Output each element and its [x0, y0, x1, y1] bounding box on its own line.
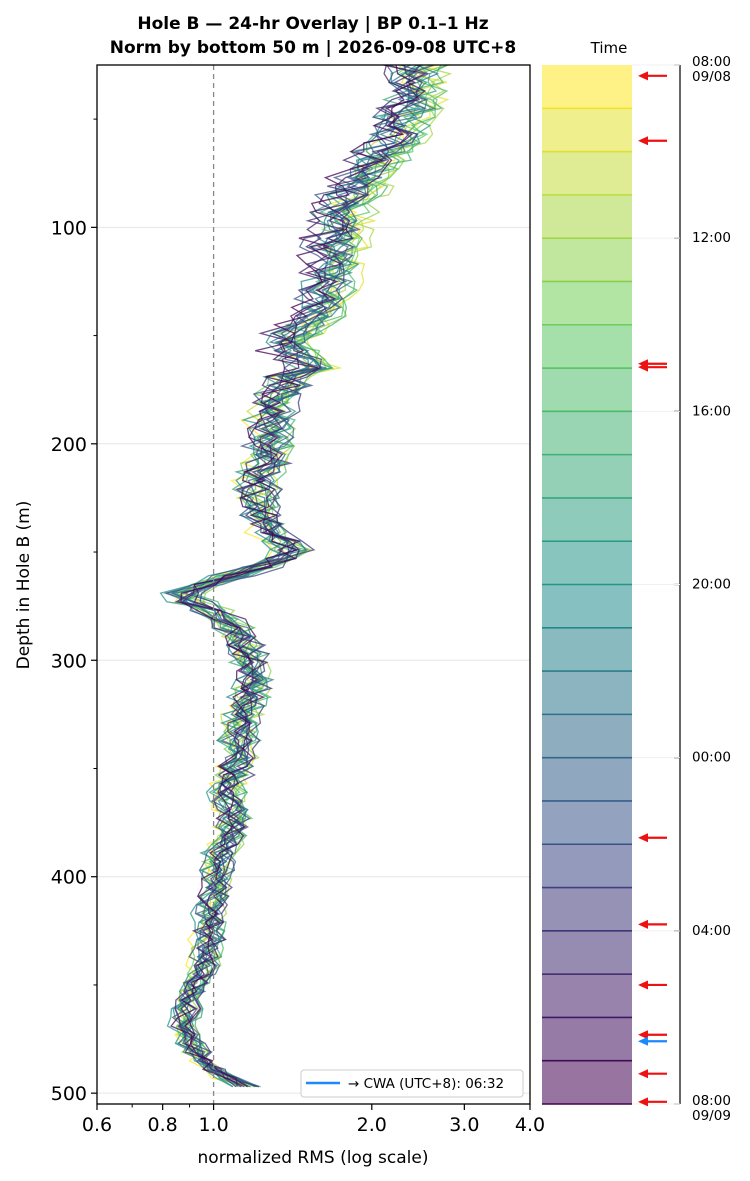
red-arrow-6-head [638, 980, 648, 990]
red-arrow-5-head [638, 919, 648, 929]
colorbar-band-23 [542, 1060, 632, 1104]
x-tick-label-2: 1.0 [198, 1114, 228, 1136]
colorbar-tick-label-line: 20:00 [692, 577, 731, 593]
red-arrow-4-head [638, 833, 648, 843]
trace-23 [170, 64, 416, 1088]
red-arrow-1-head [638, 136, 648, 146]
x-tick-label-1: 0.8 [148, 1114, 178, 1136]
legend-label: → CWA (UTC+8): 06:32 [348, 1076, 504, 1092]
colorbar-tick-label-line: 16:00 [692, 403, 731, 419]
x-axis: 0.6 0.8 1.0 2.0 3.0 4.0 [82, 1104, 545, 1136]
colorbar-tick-label-line: 04:00 [692, 923, 731, 939]
colorbar-tick-label-5: 04:00 [692, 923, 731, 939]
colorbar-band-13 [542, 627, 632, 672]
colorbar-band-18 [542, 844, 632, 888]
colorbar-tick-label-line: 09/08 [692, 69, 731, 85]
y-axis: 100 200 300 400 500 [51, 118, 97, 1105]
legend-box [300, 1069, 524, 1098]
trace-22 [184, 64, 427, 1088]
colorbar-band-16 [542, 757, 632, 801]
colorbar-tick-label-line: 08:00 [692, 1093, 731, 1109]
colorbar-title: Time [590, 39, 628, 57]
red-arrow-9-head [638, 1097, 648, 1107]
colorbar-tick-label-line: 09/09 [692, 1108, 731, 1124]
traces-layer [159, 64, 453, 1088]
colorbar-axis: 08:00 09/0812:0016:0020:0000:0004:0008:00… [632, 54, 731, 1124]
colorbar-band-7 [542, 368, 632, 412]
colorbar-band-14 [542, 671, 632, 715]
trace-17 [163, 64, 417, 1088]
red-arrow-7-head [638, 1030, 648, 1040]
x-tick-label-0: 0.6 [82, 1114, 112, 1136]
colorbar-band-3 [542, 194, 632, 239]
x-tick-label-4: 3.0 [449, 1114, 479, 1136]
x-axis-label: normalized RMS (log scale) [198, 1148, 429, 1168]
red-arrow-0-head [638, 71, 648, 81]
colorbar-tick-label-2: 16:00 [692, 403, 731, 419]
colorbar-tick-label-0: 08:00 09/08 [692, 54, 731, 85]
x-tick-label-5: 4.0 [515, 1114, 545, 1136]
colorbar-band-1 [542, 108, 632, 152]
y-axis-label: Depth in Hole B (m) [14, 501, 34, 670]
colorbar-band-2 [542, 151, 632, 195]
red-arrow-8-head [638, 1069, 648, 1079]
trace-19 [183, 64, 424, 1088]
y-tick-label-2: 300 [51, 650, 87, 672]
colorbar-tick-label-4: 00:00 [692, 750, 731, 766]
colorbar-band-0 [542, 65, 632, 109]
y-tick-label-4: 500 [51, 1083, 87, 1105]
trace-8 [190, 64, 445, 1088]
y-tick-label-0: 100 [51, 217, 87, 239]
colorbar-band-17 [542, 800, 632, 845]
y-tick-label-1: 200 [51, 434, 87, 456]
colorbar-band-4 [542, 238, 632, 282]
x-tick-label-3: 2.0 [357, 1114, 387, 1136]
colorbar-band-11 [542, 541, 632, 585]
chart-title-line1: Hole B — 24-hr Overlay | BP 0.1–1 Hz [137, 14, 488, 34]
colorbar-tick-label-1: 12:00 [692, 230, 731, 246]
colorbar-tick-label-line: 08:00 [692, 54, 731, 70]
plot-frame [96, 64, 531, 1105]
trace-20 [174, 64, 422, 1088]
colorbar-band-15 [542, 714, 632, 758]
colorbar-band-8 [542, 411, 632, 455]
colorbar-tick-label-line: 12:00 [692, 230, 731, 246]
event-arrows [638, 71, 667, 1107]
colorbar-band-12 [542, 584, 632, 628]
colorbar-tick-label-3: 20:00 [692, 577, 731, 593]
colorbar-tick-label-line: 00:00 [692, 750, 731, 766]
colorbar-band-5 [542, 281, 632, 325]
blue-arrow-head [638, 1036, 648, 1046]
colorbar-band-10 [542, 497, 632, 542]
y-tick-label-3: 400 [51, 867, 87, 889]
colorbar-band-19 [542, 887, 632, 931]
colorbar-band-21 [542, 974, 632, 1018]
colorbar-tick-label-6: 08:00 09/09 [692, 1093, 731, 1124]
legend: → CWA (UTC+8): 06:32 [300, 1069, 524, 1098]
colorbar [542, 65, 632, 1105]
red-arrow-3-head [638, 362, 648, 372]
colorbar-band-22 [542, 1017, 632, 1061]
colorbar-band-9 [542, 454, 632, 498]
colorbar-band-6 [542, 324, 632, 369]
chart-title-line2: Norm by bottom 50 m | 2026-09-08 UTC+8 [110, 38, 516, 58]
colorbar-band-20 [542, 930, 632, 975]
